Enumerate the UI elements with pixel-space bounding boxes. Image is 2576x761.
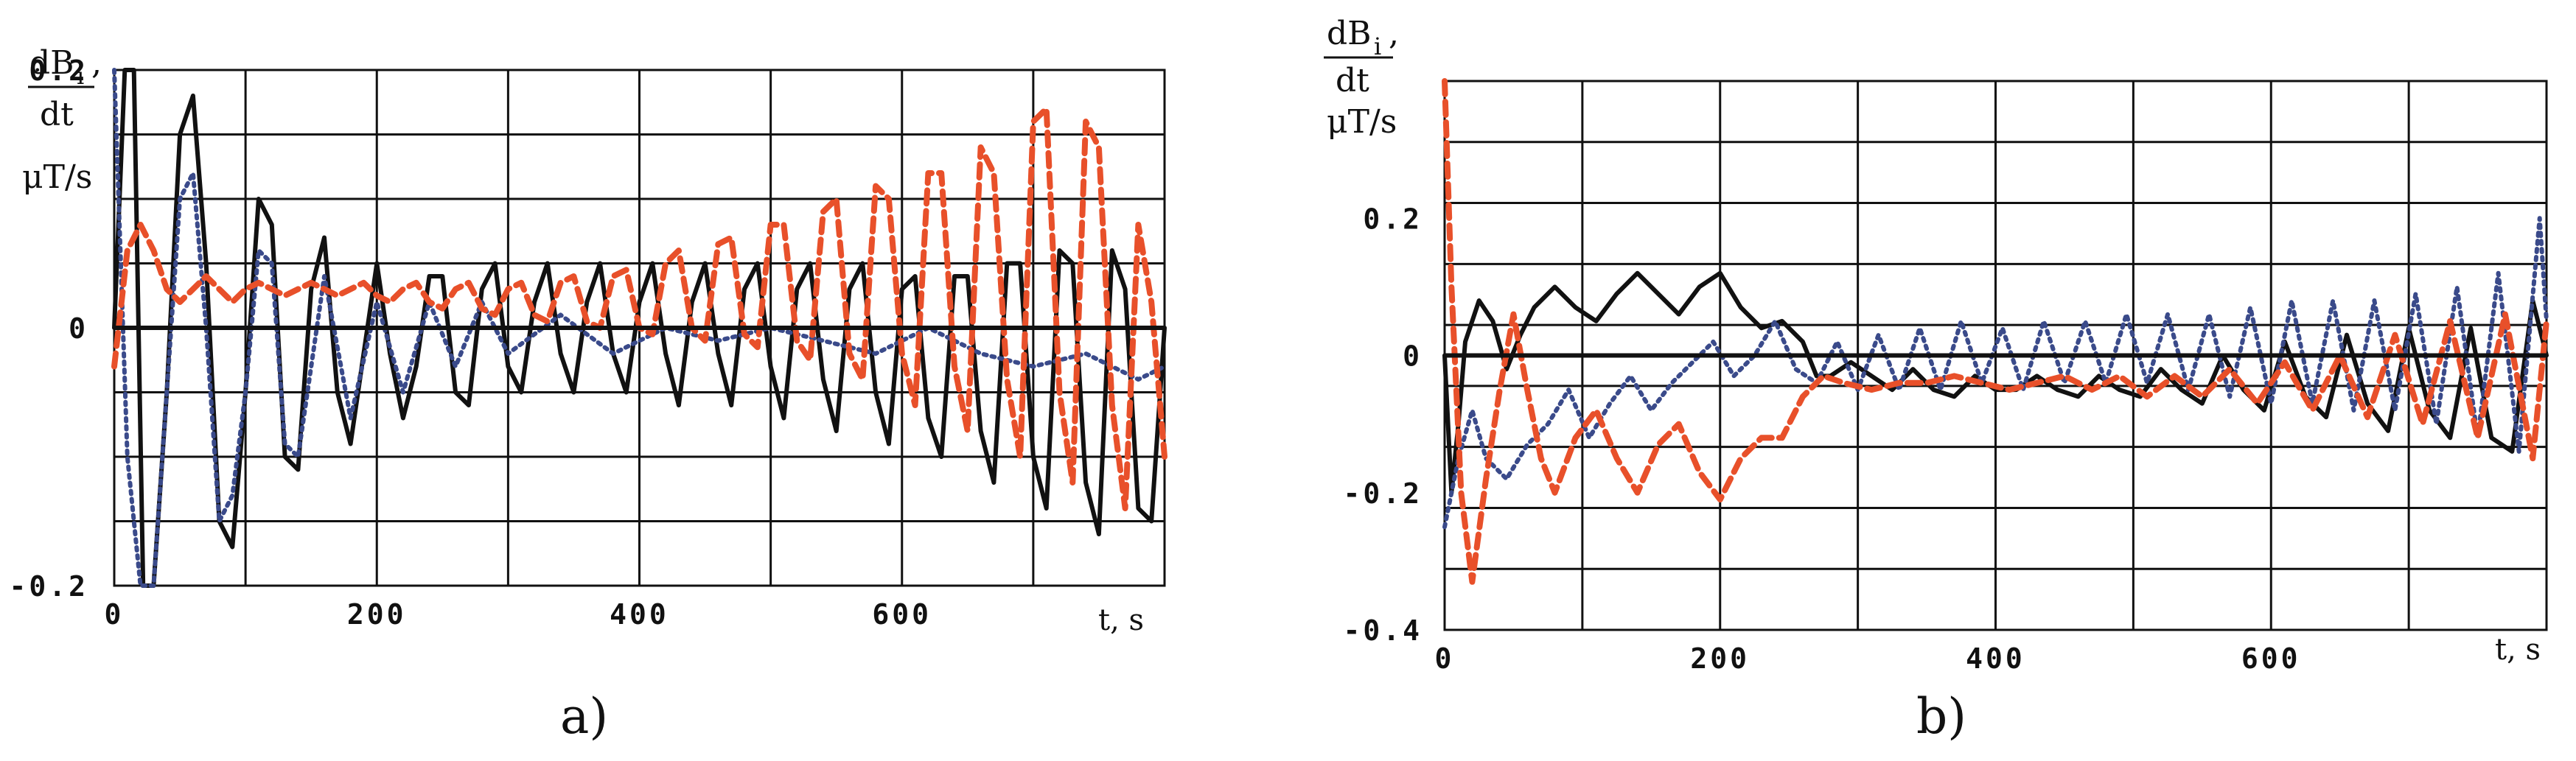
x-tick-label: 200 bbox=[347, 598, 407, 631]
y-axis-label-b: dB i , dt μT/s bbox=[1324, 15, 1399, 141]
y-tick-label: 0 bbox=[1403, 340, 1423, 373]
ylabel-comma: , bbox=[91, 44, 102, 82]
series-line-solid bbox=[1442, 270, 2549, 495]
tick-labels-a: 0 200 400 600 0.2 0 -0.2 bbox=[9, 55, 932, 631]
y-axis-label-a: dB i , dt μT/s bbox=[22, 44, 102, 196]
y-tick-label: -0.2 bbox=[9, 570, 88, 603]
tick-labels-b: 0 200 400 600 0.2 0 -0.2 -0.4 bbox=[1343, 203, 2301, 675]
y-tick-label: 0 bbox=[69, 312, 88, 345]
series-line-dashed bbox=[1442, 78, 2549, 585]
y-tick-label: 0.2 bbox=[29, 55, 88, 87]
x-tick-label: 0 bbox=[105, 598, 125, 631]
xlabel-a: t, s bbox=[1098, 603, 1144, 637]
ylabel-unit: μT/s bbox=[1327, 103, 1397, 141]
series-line-dotted bbox=[112, 68, 1167, 588]
y-tick-label: 0.2 bbox=[1363, 203, 1423, 235]
xlabel-b: t, s bbox=[2495, 633, 2541, 667]
ylabel-subscript: i bbox=[1374, 32, 1381, 60]
panel-b: 0 200 400 600 0.2 0 -0.2 -0.4 dB i , dt μT/s t,… bbox=[1324, 15, 2549, 745]
ylabel-subscript: i bbox=[77, 62, 84, 90]
grid-a bbox=[113, 69, 1166, 587]
x-tick-label: 400 bbox=[610, 598, 669, 631]
panel-a: 0 200 400 600 0.2 0 -0.2 dB i , dt μT/s t, s a… bbox=[9, 44, 1167, 745]
ylabel-numerator: dB bbox=[1327, 15, 1372, 52]
ylabel-denominator: dt bbox=[1336, 62, 1369, 99]
series-line-solid bbox=[112, 68, 1167, 588]
x-tick-label: 200 bbox=[1690, 642, 1750, 675]
ylabel-denominator: dt bbox=[40, 96, 74, 133]
ylabel-numerator: dB bbox=[29, 44, 74, 82]
x-tick-label: 400 bbox=[1966, 642, 2025, 675]
panel-label-a: a) bbox=[560, 688, 608, 745]
panel-label-b: b) bbox=[1916, 688, 1966, 745]
y-tick-label: -0.2 bbox=[1343, 477, 1423, 510]
ylabel-comma: , bbox=[1389, 15, 1399, 52]
x-tick-label: 600 bbox=[2241, 642, 2301, 675]
x-tick-label: 600 bbox=[872, 598, 932, 631]
ylabel-unit: μT/s bbox=[22, 158, 92, 196]
x-tick-label: 0 bbox=[1435, 642, 1455, 675]
y-tick-label: -0.4 bbox=[1343, 614, 1423, 647]
